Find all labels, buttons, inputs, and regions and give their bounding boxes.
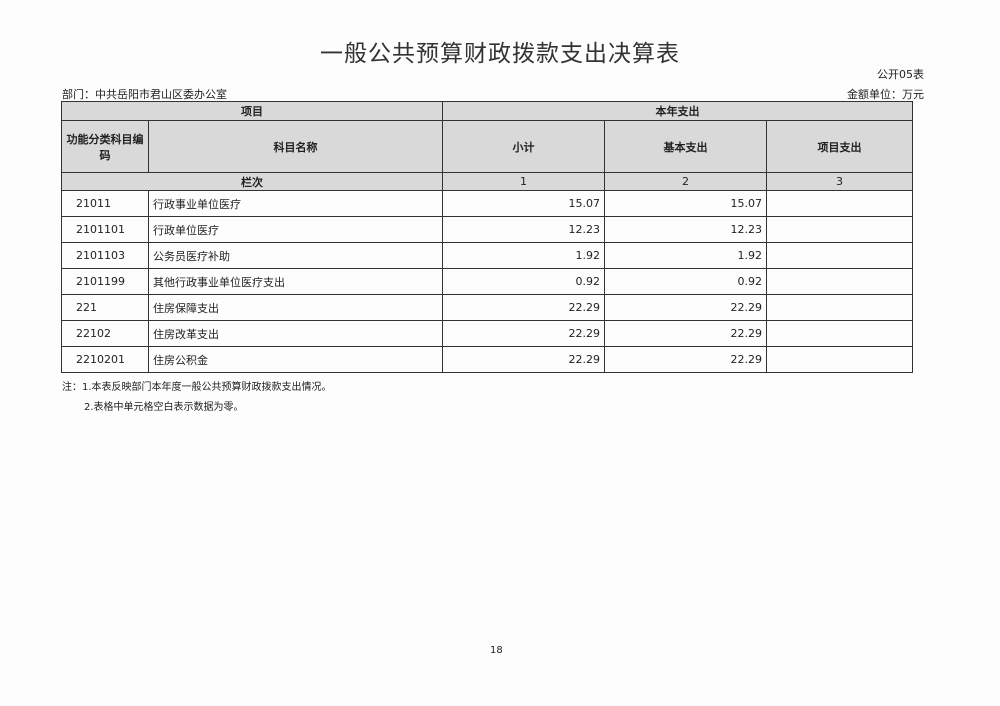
note-2: 2.表格中单元格空白表示数据为零。 <box>84 402 244 413</box>
cell-code: 22102 <box>61 320 149 347</box>
header-code: 功能分类科目编码 <box>61 120 149 173</box>
cell-project <box>766 320 913 347</box>
header-current-year: 本年支出 <box>442 101 913 121</box>
cell-project <box>766 268 913 295</box>
cell-name: 其他行政事业单位医疗支出 <box>148 268 443 295</box>
form-code: 公开05表 <box>877 68 924 81</box>
cell-subtotal: 22.29 <box>442 320 605 347</box>
header-project: 项目支出 <box>766 120 913 173</box>
cell-project <box>766 242 913 269</box>
cell-basic: 12.23 <box>604 216 767 243</box>
cell-code: 2101103 <box>61 242 149 269</box>
cell-code: 221 <box>61 294 149 321</box>
table-row: 2210201 住房公积金 22.29 22.29 <box>61 346 913 373</box>
expenditure-table: 项目 本年支出 功能分类科目编码 科目名称 小计 基本支出 项目支出 栏次 1 2 3 2101… <box>61 101 913 373</box>
cell-name: 住房改革支出 <box>148 320 443 347</box>
col-index-2: 2 <box>604 172 767 191</box>
cell-code: 2101199 <box>61 268 149 295</box>
table-row: 21011 行政事业单位医疗 15.07 15.07 <box>61 190 913 217</box>
table-row: 2101103 公务员医疗补助 1.92 1.92 <box>61 242 913 269</box>
cell-basic: 0.92 <box>604 268 767 295</box>
cell-subtotal: 0.92 <box>442 268 605 295</box>
header-item: 项目 <box>61 101 443 121</box>
unit-label: 金额单位：万元 <box>847 88 924 101</box>
table-row: 22102 住房改革支出 22.29 22.29 <box>61 320 913 347</box>
cell-code: 2210201 <box>61 346 149 373</box>
cell-project <box>766 294 913 321</box>
cell-code: 2101101 <box>61 216 149 243</box>
cell-name: 住房保障支出 <box>148 294 443 321</box>
cell-code: 21011 <box>61 190 149 217</box>
cell-basic: 15.07 <box>604 190 767 217</box>
cell-subtotal: 22.29 <box>442 294 605 321</box>
cell-basic: 22.29 <box>604 294 767 321</box>
cell-basic: 22.29 <box>604 320 767 347</box>
col-index-1: 1 <box>442 172 605 191</box>
page-number: 18 <box>490 645 503 656</box>
note-1: 注：1.本表反映部门本年度一般公共预算财政拨款支出情况。 <box>62 382 332 393</box>
table-row: 2101199 其他行政事业单位医疗支出 0.92 0.92 <box>61 268 913 295</box>
cell-basic: 1.92 <box>604 242 767 269</box>
cell-subtotal: 12.23 <box>442 216 605 243</box>
department-label: 部门：中共岳阳市君山区委办公室 <box>62 88 227 101</box>
header-subtotal: 小计 <box>442 120 605 173</box>
cell-project <box>766 216 913 243</box>
cell-name: 住房公积金 <box>148 346 443 373</box>
header-basic: 基本支出 <box>604 120 767 173</box>
cell-name: 公务员医疗补助 <box>148 242 443 269</box>
cell-subtotal: 15.07 <box>442 190 605 217</box>
cell-project <box>766 190 913 217</box>
cell-subtotal: 1.92 <box>442 242 605 269</box>
table-row: 2101101 行政单位医疗 12.23 12.23 <box>61 216 913 243</box>
col-index-3: 3 <box>766 172 913 191</box>
cell-subtotal: 22.29 <box>442 346 605 373</box>
cell-name: 行政单位医疗 <box>148 216 443 243</box>
header-name: 科目名称 <box>148 120 443 173</box>
cell-name: 行政事业单位医疗 <box>148 190 443 217</box>
table-row: 221 住房保障支出 22.29 22.29 <box>61 294 913 321</box>
header-column-index: 栏次 <box>61 172 443 191</box>
cell-basic: 22.29 <box>604 346 767 373</box>
page-title: 一般公共预算财政拨款支出决算表 <box>320 41 680 67</box>
cell-project <box>766 346 913 373</box>
